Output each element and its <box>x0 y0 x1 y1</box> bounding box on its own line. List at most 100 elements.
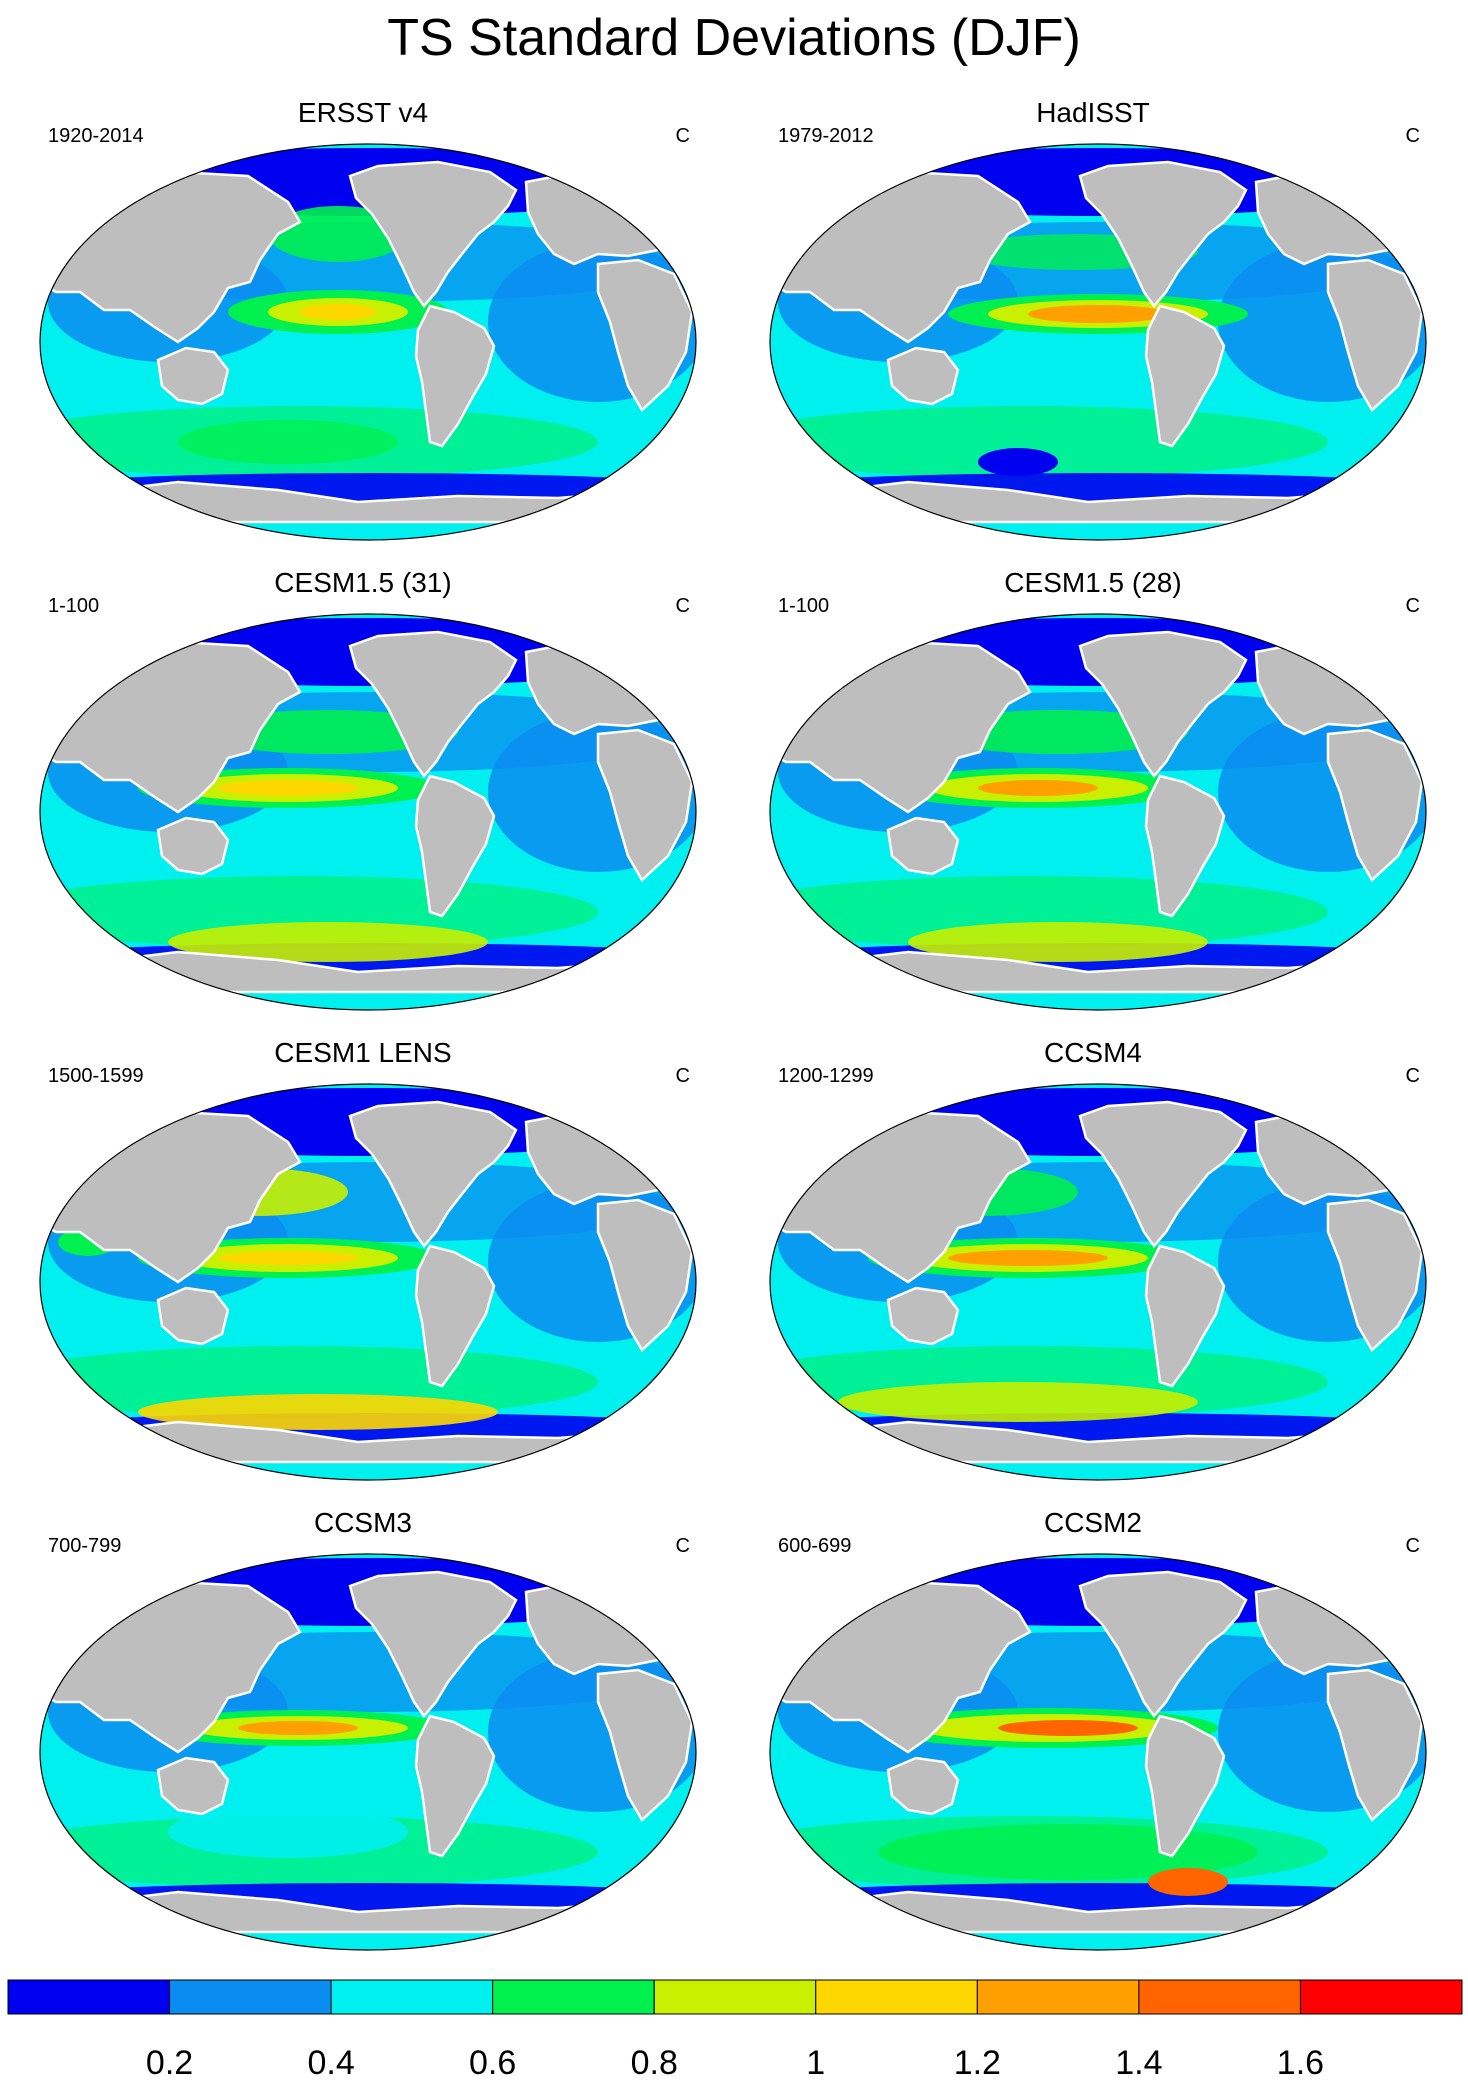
africa-landmass <box>1326 728 1424 882</box>
map-panel-ccsm2: CCSM2 600-699 C <box>738 1506 1448 1956</box>
panel-years: 1-100 <box>48 595 100 617</box>
south-america-landmass <box>1144 774 1226 918</box>
panel-years: 1500-1599 <box>48 1065 144 1087</box>
sst-contour <box>168 922 488 962</box>
globe-outline <box>39 613 697 1011</box>
north-america-landmass <box>1078 1100 1248 1249</box>
map-panel-hadisst: HadISST 1979-2012 C <box>738 96 1448 546</box>
colorbar-label: 0.2 <box>145 2044 194 2082</box>
panel-units: C <box>675 125 690 147</box>
globe-outline <box>769 143 1427 541</box>
panel-years: 1-100 <box>778 595 830 617</box>
panel-title: ERSST v4 <box>297 97 429 128</box>
world-map-svg <box>769 1553 1427 1951</box>
south-america-landmass <box>414 1714 496 1858</box>
world-map-svg <box>39 1553 697 1951</box>
panel-title: CCSM2 <box>1043 1507 1142 1538</box>
map-panel-cesm15-31: CESM1.5 (31) 1-100 C <box>8 566 718 1016</box>
panel-years: 1200-1299 <box>778 1065 874 1087</box>
north-america-landmass <box>348 160 518 309</box>
globe-outline <box>769 1553 1427 1951</box>
world-map-svg <box>39 1083 697 1481</box>
antarctica-landmass <box>785 480 1411 524</box>
colorbar-label: 1.6 <box>1276 2044 1325 2082</box>
globe-outline <box>39 1553 697 1951</box>
australia-landmass <box>886 1756 960 1816</box>
australia-landmass <box>156 1286 230 1346</box>
globe-outline <box>39 1083 697 1481</box>
globe-outline <box>769 1083 1427 1481</box>
australia-landmass <box>156 816 230 876</box>
colorbar-box <box>1138 1979 1301 2015</box>
south-america-landmass <box>1144 1244 1226 1388</box>
south-america-landmass <box>1144 1714 1226 1858</box>
antarctica-landmass <box>55 950 681 994</box>
north-america-landmass <box>1078 1570 1248 1719</box>
sst-contour <box>948 1250 1108 1266</box>
colorbar-box <box>169 1979 332 2015</box>
sst-contour <box>178 420 398 464</box>
world-map-svg <box>39 143 697 541</box>
antarctica-landmass <box>785 950 1411 994</box>
sst-field <box>770 614 1426 1010</box>
panel-years: 600-699 <box>778 1535 852 1557</box>
antarctica-landmass <box>785 1890 1411 1934</box>
sst-contour <box>300 304 376 320</box>
panel-years: 1920-2014 <box>48 125 144 147</box>
panel-title: HadISST <box>1036 97 1150 128</box>
africa-landmass <box>1326 1668 1424 1822</box>
panel-title: CESM1.5 (28) <box>1004 567 1182 598</box>
map-panel-cesm15-28: CESM1.5 (28) 1-100 C <box>738 566 1448 1016</box>
colorbar-label: 1.4 <box>1115 2044 1163 2082</box>
map-panel-ccsm3: CCSM3 700-799 C <box>8 1506 718 1956</box>
panel-units: C <box>1405 595 1420 617</box>
antarctica-landmass <box>785 1420 1411 1464</box>
australia-landmass <box>886 346 960 406</box>
sst-field <box>770 144 1426 540</box>
panel-title: CCSM3 <box>313 1507 412 1538</box>
panel-units: C <box>675 595 690 617</box>
north-america-landmass <box>1078 160 1248 309</box>
sst-contour <box>218 780 358 796</box>
panel-title: CCSM4 <box>1043 1037 1142 1068</box>
africa-landmass <box>1326 258 1424 412</box>
colorbar-box <box>815 1979 978 2015</box>
antarctica-landmass <box>55 1890 681 1934</box>
sst-contour <box>908 922 1208 962</box>
panel-years: 700-799 <box>48 1535 122 1557</box>
colorbar-box <box>1299 1979 1463 2015</box>
north-america-landmass <box>348 630 518 779</box>
colorbar-box <box>330 1979 494 2015</box>
sst-contour <box>168 1806 408 1858</box>
colorbar-box <box>492 1979 655 2015</box>
africa-landmass <box>596 1668 694 1822</box>
world-map-svg <box>769 1083 1427 1481</box>
antarctica-landmass <box>55 480 681 524</box>
north-america-landmass <box>1078 630 1248 779</box>
north-america-landmass <box>348 1570 518 1719</box>
africa-landmass <box>1326 1198 1424 1352</box>
world-map-svg <box>769 613 1427 1011</box>
sst-contour <box>238 1721 358 1735</box>
south-america-landmass <box>414 304 496 448</box>
globe-outline <box>39 143 697 541</box>
colorbar-box <box>976 1979 1140 2015</box>
australia-landmass <box>886 1286 960 1346</box>
south-america-landmass <box>414 774 496 918</box>
panel-units: C <box>1405 125 1420 147</box>
north-america-landmass <box>348 1100 518 1249</box>
africa-landmass <box>596 258 694 412</box>
sst-field <box>40 144 696 540</box>
sst-contour <box>978 448 1058 476</box>
world-map-svg <box>39 613 697 1011</box>
world-map-svg <box>769 143 1427 541</box>
colorbar-label: 1.2 <box>953 2044 1001 2082</box>
panel-units: C <box>675 1535 690 1557</box>
australia-landmass <box>886 816 960 876</box>
colorbar-label: 0.6 <box>469 2044 517 2082</box>
africa-landmass <box>596 1198 694 1352</box>
sst-contour <box>1148 1868 1228 1896</box>
map-panel-cesm1-lens: CESM1 LENS 1500-1599 C <box>8 1036 718 1486</box>
sst-contour <box>838 1382 1198 1422</box>
sst-contour <box>998 1720 1138 1736</box>
